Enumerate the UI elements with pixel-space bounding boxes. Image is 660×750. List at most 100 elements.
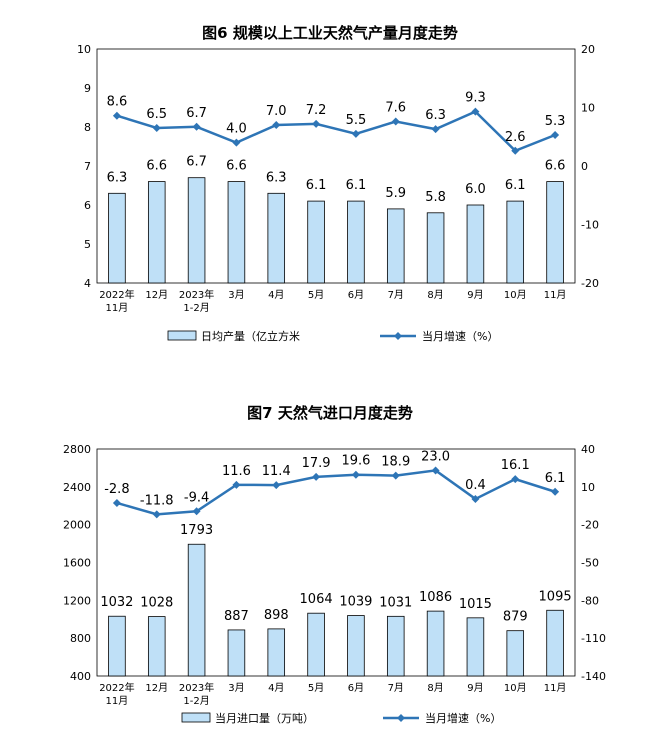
bar-data-label: 1086 (419, 590, 452, 605)
line-data-label: 18.9 (381, 455, 410, 470)
bar-data-label: 6.6 (226, 159, 247, 174)
line-point (272, 121, 281, 130)
bar-data-label: 6.6 (146, 159, 167, 174)
bar (386, 208, 405, 284)
category-label: 6月 (348, 682, 364, 694)
left-axis-tick-label: 9 (84, 82, 91, 95)
bar-data-label: 6.0 (465, 182, 486, 197)
left-axis-tick-label: 2400 (63, 481, 91, 494)
left-axis-tick-label: 800 (70, 632, 91, 645)
bar (426, 610, 445, 677)
line-data-label: -9.4 (184, 490, 209, 505)
bar-data-label: 1028 (140, 596, 173, 611)
bar-data-label: 6.3 (107, 170, 128, 185)
bar-data-label: 6.7 (186, 155, 207, 170)
line-data-label: 23.0 (421, 449, 450, 464)
right-axis-tick-label: -20 (581, 277, 599, 290)
bar (506, 630, 525, 677)
line-point (511, 475, 520, 484)
bar (187, 177, 206, 284)
left-axis-tick-label: 5 (84, 238, 91, 251)
left-axis-tick-label: 8 (84, 121, 91, 134)
bar-data-label: 1039 (339, 595, 372, 610)
left-axis-tick-label: 7 (84, 160, 91, 173)
left-axis-tick-label: 400 (70, 670, 91, 683)
line-point (112, 111, 121, 120)
bar (147, 181, 166, 284)
right-axis-tick-label: -80 (581, 594, 599, 607)
legend-line-marker (397, 714, 405, 722)
line-point (471, 494, 480, 503)
legend-line-label: 当月增速（%） (425, 711, 501, 725)
line-point (232, 480, 241, 489)
line-data-label: 7.2 (306, 103, 327, 118)
line-data-label: -2.8 (104, 482, 129, 497)
bar-data-label: 5.8 (425, 190, 446, 205)
line-data-label: 9.3 (465, 91, 486, 106)
bar (386, 615, 405, 677)
line-data-label: 11.6 (222, 464, 251, 479)
line-data-label: 4.0 (226, 122, 247, 137)
bar-data-label: 6.1 (346, 178, 367, 193)
right-axis-tick-label: -140 (581, 670, 606, 683)
line-data-label: 6.3 (425, 108, 446, 123)
line-point (431, 125, 440, 134)
bar (227, 629, 246, 677)
line-data-label: 6.7 (186, 106, 207, 121)
line-point (192, 122, 201, 131)
left-axis-tick-label: 1600 (63, 557, 91, 570)
line-data-label: 7.0 (266, 104, 287, 119)
line-point (312, 472, 321, 481)
left-axis-tick-label: 4 (84, 277, 91, 290)
series-line (116, 469, 556, 516)
line-data-label: 6.1 (545, 471, 566, 486)
line-data-label: 11.4 (262, 464, 291, 479)
category-label: 1-2月 (183, 302, 209, 314)
line-data-label: 5.5 (346, 113, 367, 128)
category-label: 8月 (427, 682, 443, 694)
category-label: 10月 (504, 682, 527, 694)
legend-bar-label: 日均产量（亿立方米 (201, 329, 300, 343)
line-point (232, 138, 241, 147)
line-point (112, 498, 121, 507)
line-point (471, 107, 480, 116)
bar (347, 200, 365, 284)
right-axis-tick-label: -110 (581, 632, 606, 645)
chart-svg: 10 9 8 7 6 5 4 20 10 0 -10 -20 6.3 6.6 6.7 6.6 6.3 6.1 6.1… (77, 43, 599, 343)
line-point (192, 507, 201, 516)
line-data-label: 0.4 (465, 478, 486, 493)
chart-svg: 2800 2400 2000 1600 1200 800 400 40 10 -20 -50 -80 -… (63, 443, 606, 725)
bar (466, 204, 485, 284)
line-point (511, 146, 520, 155)
line-data-label: 8.6 (107, 95, 128, 110)
bar (466, 617, 485, 677)
chart-gas-import: 图7 天然气进口月度走势 2800 2400 2000 1600 1200 800 400 4… (0, 380, 660, 750)
bar (267, 628, 286, 677)
bar (506, 200, 525, 284)
line-point (351, 129, 360, 138)
line-point (551, 130, 560, 139)
right-axis-tick-label: -20 (581, 519, 599, 532)
left-axis-tick-label: 6 (84, 199, 91, 212)
line-point (391, 117, 400, 126)
line-data-label: 17.9 (302, 456, 331, 471)
category-label: 2023年 (179, 288, 214, 301)
bar (267, 192, 286, 284)
bar-data-label: 1015 (459, 597, 492, 612)
bar-data-label: 1095 (539, 589, 572, 604)
line-point (152, 123, 161, 132)
bar-data-label: 6.1 (306, 178, 327, 193)
line-data-label: 16.1 (501, 458, 530, 473)
left-axis-tick-label: 2000 (63, 519, 91, 532)
category-label: 1-2月 (183, 695, 209, 707)
category-label: 12月 (145, 289, 168, 301)
bar (187, 543, 206, 677)
chart-title: 图7 天然气进口月度走势 (247, 404, 413, 422)
category-label: 11月 (544, 682, 567, 694)
category-label: 8月 (427, 289, 443, 301)
chart-gas-production: 图6 规模以上工业天然气产量月度走势 10 9 8 7 6 5 4 20 10 0 -10 -20 6.… (0, 0, 660, 370)
bar (546, 181, 564, 284)
category-label: 3月 (228, 682, 244, 694)
bar-data-label: 898 (264, 608, 289, 623)
category-label: 6月 (348, 289, 364, 301)
